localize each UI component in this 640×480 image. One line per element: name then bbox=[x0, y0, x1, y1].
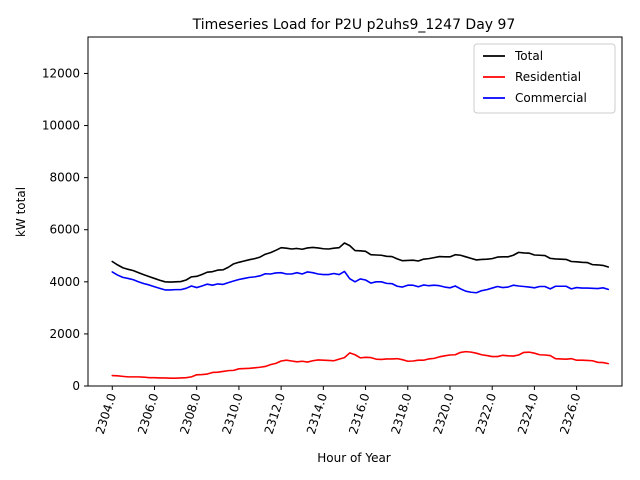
y-tick-label: 12000 bbox=[42, 66, 80, 80]
y-tick-label: 6000 bbox=[49, 223, 80, 237]
y-tick-label: 2000 bbox=[49, 327, 80, 341]
y-axis-ticks: 0 2000 4000 6000 8000 10000 12000 bbox=[42, 66, 88, 393]
x-axis-label: Hour of Year bbox=[317, 451, 391, 465]
plot-area bbox=[87, 36, 623, 387]
series-line-total bbox=[111, 242, 610, 283]
y-tick-label: 4000 bbox=[49, 275, 80, 289]
legend-label-residential: Residential bbox=[515, 70, 581, 84]
legend-label-total: Total bbox=[514, 49, 543, 63]
y-axis-label: kW total bbox=[14, 187, 28, 237]
series-line-commercial bbox=[111, 270, 610, 294]
y-tick-label: 8000 bbox=[49, 171, 80, 185]
y-tick-label: 0 bbox=[72, 379, 80, 393]
legend: Total Residential Commercial bbox=[473, 43, 616, 114]
y-tick-label: 10000 bbox=[42, 119, 80, 133]
legend-label-commercial: Commercial bbox=[515, 91, 587, 105]
plot-frame bbox=[87, 36, 623, 387]
chart-title: Timeseries Load for P2U p2uhs9_1247 Day … bbox=[192, 17, 516, 33]
series-line-residential bbox=[111, 350, 610, 379]
legend-box bbox=[473, 43, 616, 114]
